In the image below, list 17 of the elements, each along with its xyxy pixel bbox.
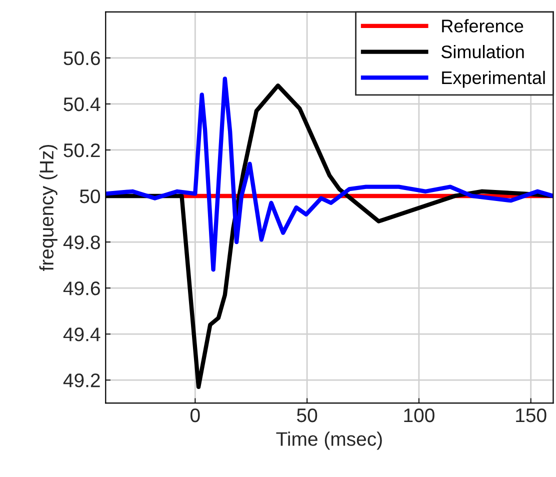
legend-label: Simulation [441,45,524,58]
x-tick-label: 150 [516,408,546,422]
y-axis-title: frequency (Hz) [39,144,58,271]
y-tick-label: 49.4 [63,328,100,342]
y-tick-label: 50.4 [64,97,100,112]
y-tick-label: 49.8 [63,235,100,250]
y-tick-label: 50.2 [64,143,100,158]
x-tick-label: 100 [404,408,434,422]
legend-label: Reference [442,19,524,32]
y-tick-label: 50.6 [64,51,100,66]
x-axis-title: Time (msec) [276,432,382,450]
y-tick-label: 50 [80,189,100,204]
y-tick-label: 49.6 [63,281,100,296]
legend-label: Experimental [442,70,545,88]
y-tick-label: 49.2 [63,374,100,388]
x-tick-label: 0 [190,408,200,422]
x-tick-label: 50 [297,408,318,422]
